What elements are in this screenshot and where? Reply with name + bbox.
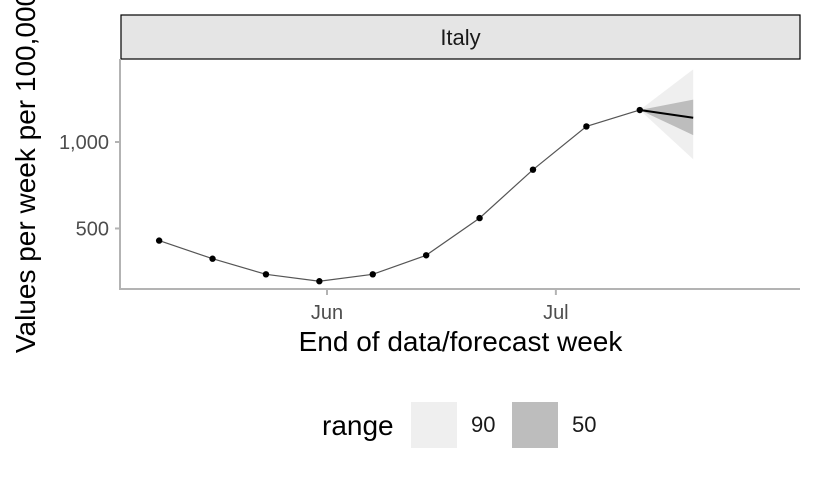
forecast-median-line: [639, 109, 694, 119]
x-ticks: Jun Jul: [311, 290, 569, 324]
facet-strip: [120, 14, 801, 60]
facet-strip-label: Italy: [440, 25, 480, 50]
data-point: [476, 214, 483, 222]
series-layer: [155, 106, 694, 285]
x-axis-title: End of data/forecast week: [299, 326, 624, 357]
legend: range 90 50: [322, 402, 596, 448]
y-axis-title: Values per week per 100,000: [10, 0, 41, 353]
data-point: [209, 255, 216, 262]
y-ticks: 500 1,000: [59, 132, 120, 240]
data-point: [262, 271, 270, 278]
data-point: [155, 237, 163, 244]
legend-swatch-90: [411, 402, 457, 448]
data-point: [529, 166, 537, 173]
x-tick-label: Jun: [311, 302, 343, 324]
legend-swatch-50: [512, 402, 558, 448]
series-line-data: [158, 109, 640, 282]
data-point: [583, 123, 590, 130]
y-tick-label: 1,000: [59, 132, 109, 154]
x-tick-label: Jul: [543, 302, 569, 324]
data-point: [369, 271, 376, 278]
data-point: [422, 252, 430, 259]
y-tick-label: 500: [76, 218, 109, 240]
legend-label-50: 50: [572, 412, 596, 437]
data-point: [316, 278, 323, 285]
data-point: [636, 106, 643, 114]
forecast-band-50: [639, 99, 694, 136]
legend-title: range: [322, 410, 394, 441]
legend-label-90: 90: [471, 412, 495, 437]
